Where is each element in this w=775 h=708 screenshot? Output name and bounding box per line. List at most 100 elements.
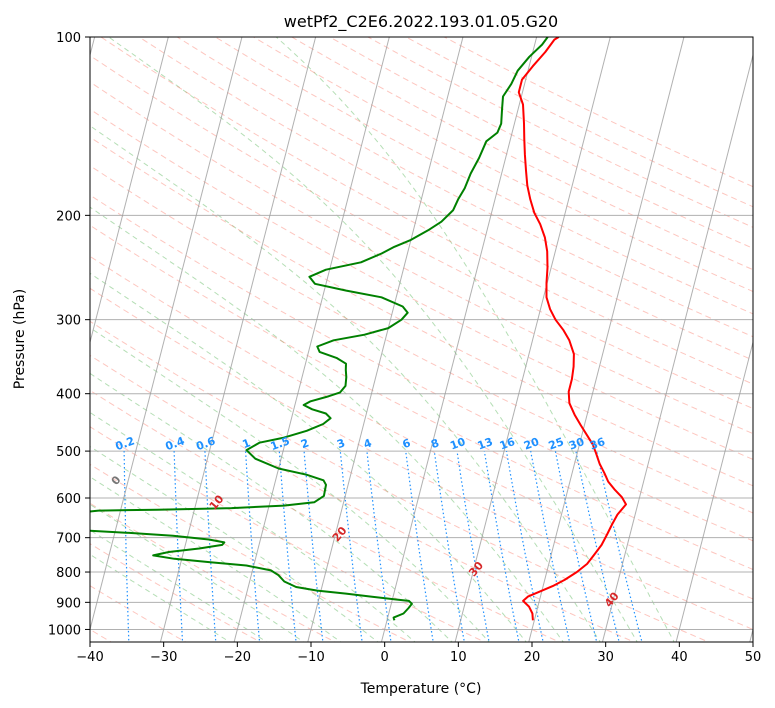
y-tick-label: 600 <box>56 492 81 507</box>
dry-adiabat-line <box>253 37 753 293</box>
mixing-ratio-line <box>456 451 490 642</box>
mixing-ratio-label: 3 <box>335 436 347 451</box>
dry-adiabat-line <box>100 37 753 385</box>
mixing-ratio-line <box>483 450 520 642</box>
mixing-ratio-label: 8 <box>429 436 441 451</box>
y-tick-label: 1000 <box>48 623 81 638</box>
moist-adiabat-line <box>90 372 453 642</box>
y-tick-label: 700 <box>56 532 81 547</box>
mixing-ratio-label: 0.6 <box>194 434 217 453</box>
dry-adiabat-line <box>90 389 561 642</box>
isotherm-line <box>601 53 753 642</box>
temperature-profile-line <box>517 37 627 621</box>
dry-adiabat-line <box>405 37 753 208</box>
x-tick-label: −30 <box>150 650 177 665</box>
mixing-ratio-label: 10 <box>448 435 467 453</box>
mixing-ratio-line <box>575 450 620 642</box>
y-tick-label: 300 <box>56 314 81 329</box>
mixing-ratio-label: 20 <box>522 435 541 453</box>
dry-adiabat-line <box>90 426 486 642</box>
mixing-ratio-label: 13 <box>476 435 495 452</box>
mixing-ratio-line <box>278 451 297 642</box>
dry-adiabat-line <box>90 502 337 642</box>
mixing-ratio-label: 36 <box>588 435 607 453</box>
dry-adiabats <box>90 37 753 642</box>
moist-adiabat-line <box>90 445 379 642</box>
dry-adiabat-line <box>291 37 753 271</box>
mixing-ratio-label: 0.2 <box>114 434 137 453</box>
dry-adiabat-line <box>90 54 753 410</box>
mixing-ratio-line <box>77 451 78 644</box>
mixing-ratio-line <box>245 451 261 642</box>
x-tick-label: 10 <box>450 650 467 665</box>
moist-adiabat-line <box>90 206 564 642</box>
isotherm-line <box>307 37 464 642</box>
x-tick-label: 50 <box>745 650 762 665</box>
isotherm-lines <box>90 37 753 642</box>
x-tick-label: 20 <box>524 650 541 665</box>
x-axis: −40 −30 −20 −10 0 10 20 30 40 50 <box>76 642 761 665</box>
mixing-ratio-line <box>554 450 598 642</box>
x-axis-label: Temperature (°C) <box>360 681 482 697</box>
dry-adiabat-label: 20 <box>330 524 350 544</box>
mixing-ratio-line <box>433 451 465 642</box>
isotherm-line <box>90 37 243 632</box>
y-tick-label: 800 <box>56 566 81 581</box>
dry-adiabat-line <box>90 354 636 642</box>
y-axis-label: Pressure (hPa) <box>12 289 28 389</box>
moist-adiabat-line <box>90 327 490 642</box>
isotherm-line <box>454 37 611 642</box>
y-tick-label: 400 <box>56 388 81 403</box>
grid-lines <box>90 37 753 630</box>
chart-title: wetPf2_C2E6.2022.193.01.05.G20 <box>284 12 558 32</box>
mixing-ratio-label: 2 <box>299 436 311 451</box>
isotherm-line <box>380 37 538 642</box>
dewpoint-profile-line <box>90 37 549 621</box>
y-tick-label: 200 <box>56 209 81 224</box>
x-tick-label: 0 <box>381 650 389 665</box>
dry-adiabat-label: -10 <box>0 432 9 456</box>
dry-adiabat-label: 0 <box>109 473 124 487</box>
x-tick-label: 40 <box>671 650 688 665</box>
y-axis: 100 200 300 400 500 600 700 800 900 1000 <box>48 31 90 638</box>
mixing-ratio-line <box>530 450 571 642</box>
mixing-ratio-line <box>173 451 184 642</box>
x-tick-label: −10 <box>297 650 324 665</box>
dry-adiabat-line <box>90 108 753 460</box>
mixing-ratio-label: 30 <box>567 435 586 453</box>
mixing-ratio-line <box>505 451 544 642</box>
dry-adiabat-line <box>90 194 753 542</box>
moist-adiabat-line <box>90 272 527 642</box>
mixing-ratio-label: 0.4 <box>164 434 187 453</box>
y-tick-label: 100 <box>56 31 81 46</box>
dry-adiabat-line <box>176 37 753 338</box>
x-tick-label: 30 <box>597 650 614 665</box>
plot-frame <box>89 36 754 643</box>
mixing-ratio-line <box>596 450 643 642</box>
moist-adiabat-line <box>275 37 675 642</box>
y-tick-label: 900 <box>56 596 81 611</box>
dry-adiabat-line <box>90 81 753 435</box>
x-tick-label: −20 <box>224 650 251 665</box>
dry-adiabat-line <box>90 320 710 642</box>
mixing-ratio-label: 4 <box>362 436 374 451</box>
isotherm-line <box>90 37 169 345</box>
moist-adiabat-line <box>90 553 231 642</box>
mixing-ratio-line <box>366 451 392 642</box>
mixing-ratio-lines <box>77 450 643 644</box>
mixing-ratio-label: 16 <box>498 435 517 453</box>
isotherm-line <box>159 37 317 642</box>
dry-adiabat-label: 30 <box>466 559 486 579</box>
isotherm-line <box>233 37 390 642</box>
moist-adiabat-line <box>90 503 305 642</box>
y-tick-label: 500 <box>56 445 81 460</box>
dry-adiabat-line <box>90 224 753 571</box>
mixing-ratio-label: 1 <box>241 436 253 451</box>
mixing-ratio-label: 1.5 <box>269 434 292 453</box>
mixing-ratio-label: 6 <box>401 436 413 451</box>
isotherm-line <box>528 37 685 642</box>
dry-adiabat-line <box>90 165 753 514</box>
isotherm-line <box>675 340 753 642</box>
dry-adiabat-label: 10 <box>207 492 227 512</box>
